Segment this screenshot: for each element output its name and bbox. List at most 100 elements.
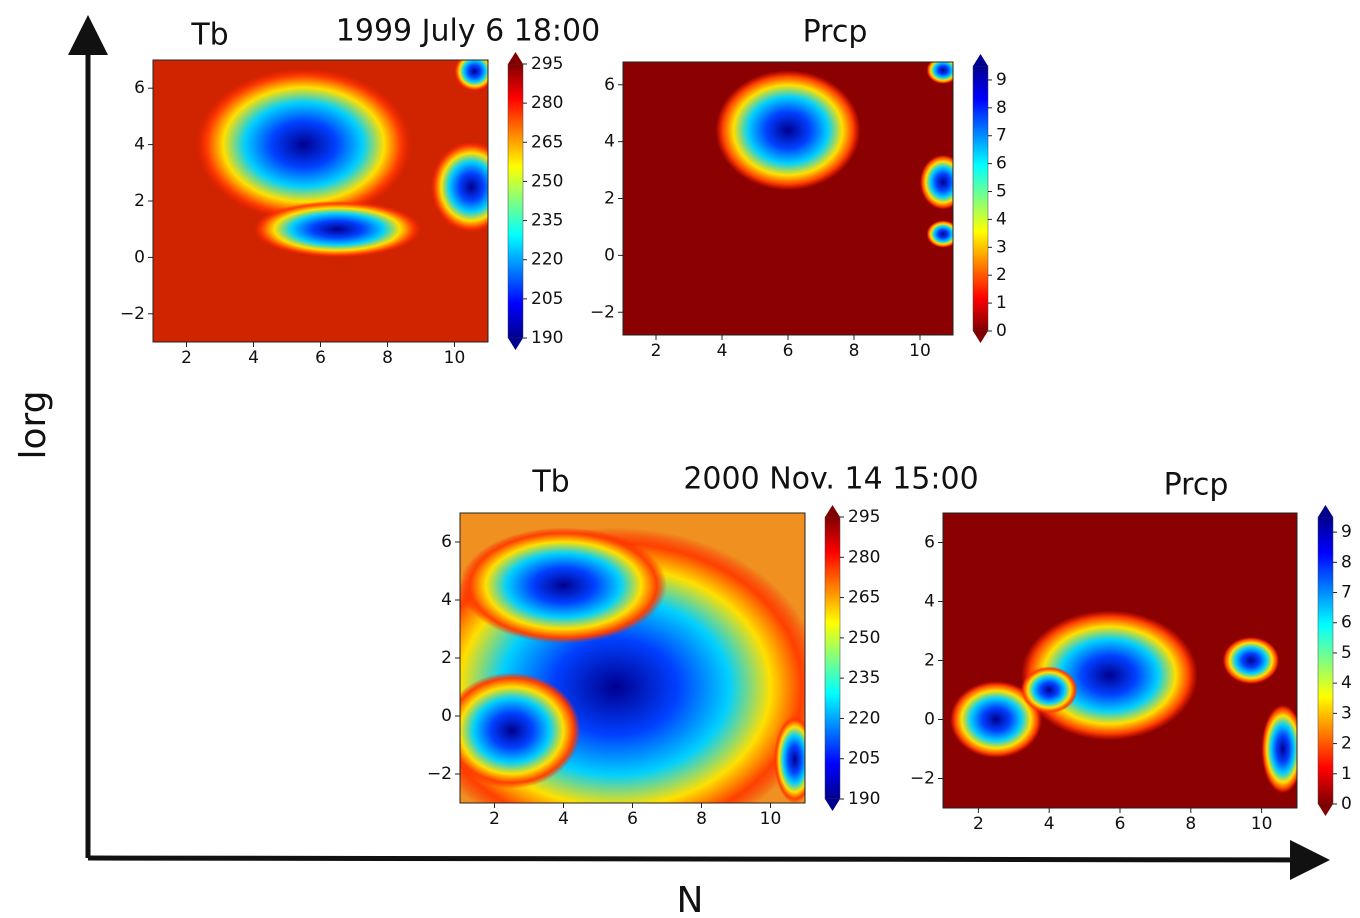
- colorbar-extend: [825, 505, 840, 517]
- y-tick-label: 2: [134, 191, 145, 211]
- panel-title: Prcp: [1164, 468, 1229, 503]
- colorbar-tick-label: 5: [1341, 643, 1352, 663]
- y-tick-label: 2: [924, 651, 935, 671]
- colorbar-tick-label: 2: [1341, 734, 1352, 754]
- field-blob: [950, 681, 1043, 758]
- colorbar-tick-label: 1: [996, 293, 1007, 313]
- y-tick-label: 4: [604, 132, 615, 152]
- colorbar-tick-label: 190: [531, 328, 563, 348]
- colorbar-extend: [825, 799, 840, 811]
- colorbar-extend: [973, 331, 988, 343]
- x-tick-label: 4: [717, 341, 728, 361]
- colorbar-tick-label: 280: [848, 547, 880, 567]
- colorbar-extend: [1318, 505, 1333, 517]
- field-blob: [926, 220, 953, 248]
- x-tick-label: 6: [627, 809, 638, 829]
- colorbar-tick-label: 8: [1341, 552, 1352, 572]
- colorbar-tick-label: 205: [531, 289, 563, 309]
- panel-title: Prcp: [803, 15, 868, 50]
- x-tick-label: 6: [315, 348, 326, 368]
- colorbar-tick-label: 1: [1341, 764, 1352, 784]
- y-tick-label: −2: [120, 304, 145, 324]
- y-tick-label: 6: [604, 75, 615, 95]
- field-blob: [253, 201, 421, 258]
- field-blob: [196, 68, 411, 221]
- field-blob: [431, 141, 488, 233]
- y-tick-label: 0: [924, 710, 935, 730]
- figure-x-arrow: [87, 839, 1330, 880]
- y-tick-label: −2: [910, 769, 935, 789]
- colorbar-extend: [508, 52, 523, 64]
- y-tick-label: 2: [441, 648, 452, 668]
- field-blob: [454, 60, 488, 92]
- y-tick-label: 6: [134, 78, 145, 98]
- heatmap-field: [623, 62, 953, 335]
- colorbar-extend: [1318, 804, 1333, 816]
- colorbar-tick-label: 250: [848, 628, 880, 648]
- colorbar: [1317, 516, 1334, 805]
- x-tick-label: 10: [909, 341, 931, 361]
- colorbar-tick-label: 190: [848, 789, 880, 809]
- colorbar-tick-label: 280: [531, 93, 563, 113]
- colorbar-tick-label: 235: [848, 668, 880, 688]
- colorbar-tick-label: 295: [848, 507, 880, 527]
- y-tick-label: −2: [590, 302, 615, 322]
- field-blob: [460, 527, 667, 644]
- y-tick-label: 4: [924, 592, 935, 612]
- x-tick-label: 10: [1251, 814, 1273, 834]
- colorbar-tick-label: 8: [996, 98, 1007, 118]
- field-blob: [715, 70, 861, 191]
- colorbar-tick-label: 0: [1341, 794, 1352, 814]
- y-tick-label: 0: [441, 706, 452, 726]
- colorbar-tick-label: 235: [531, 211, 563, 231]
- colorbar-tick-label: 3: [1341, 703, 1352, 723]
- colorbar-tick-label: 4: [996, 209, 1007, 229]
- heatmap-field: [153, 60, 488, 342]
- colorbar-tick-label: 295: [531, 54, 563, 74]
- caption: 1999 July 6 18:00: [336, 14, 600, 49]
- heatmap-field: [460, 513, 805, 803]
- field-blob: [460, 672, 581, 789]
- colorbar-tick-label: 9: [1341, 522, 1352, 542]
- colorbar-tick-label: 3: [996, 237, 1007, 257]
- colorbar-tick-label: 2: [996, 265, 1007, 285]
- colorbar-tick-label: 7: [996, 126, 1007, 146]
- heatmap-field: [943, 513, 1297, 808]
- field-blob: [926, 62, 953, 84]
- x-tick-label: 8: [1185, 814, 1196, 834]
- figure-y-label: lorg: [13, 390, 54, 459]
- y-tick-label: 6: [441, 532, 452, 552]
- colorbar: [972, 65, 989, 332]
- colorbar-tick-label: 265: [848, 588, 880, 608]
- x-tick-label: 2: [181, 348, 192, 368]
- x-tick-label: 6: [1115, 814, 1126, 834]
- x-tick-label: 4: [1044, 814, 1055, 834]
- field-blob: [1261, 704, 1297, 794]
- x-tick-label: 10: [444, 348, 466, 368]
- colorbar-tick-label: 7: [1341, 583, 1352, 603]
- colorbar-tick-label: 5: [996, 182, 1007, 202]
- y-tick-label: 4: [441, 590, 452, 610]
- colorbar-tick-label: 4: [1341, 673, 1352, 693]
- colorbar-tick-label: 250: [531, 171, 563, 191]
- y-tick-label: 4: [134, 135, 145, 155]
- x-tick-label: 2: [651, 341, 662, 361]
- panel-title: Tb: [190, 18, 228, 53]
- x-tick-label: 8: [696, 809, 707, 829]
- panel-title: Tb: [531, 465, 569, 500]
- colorbar-extend: [973, 54, 988, 66]
- x-tick-label: 2: [973, 814, 984, 834]
- x-tick-label: 4: [558, 809, 569, 829]
- x-tick-label: 2: [489, 809, 500, 829]
- x-tick-label: 6: [783, 341, 794, 361]
- field-blob: [773, 716, 805, 803]
- colorbar-tick-label: 9: [996, 70, 1007, 90]
- x-tick-label: 4: [248, 348, 259, 368]
- field-blob: [920, 154, 953, 210]
- field-blob: [1020, 666, 1078, 714]
- caption: 2000 Nov. 14 15:00: [683, 462, 978, 497]
- y-tick-label: 0: [604, 245, 615, 265]
- y-tick-label: 0: [134, 247, 145, 267]
- colorbar-tick-label: 0: [996, 321, 1007, 341]
